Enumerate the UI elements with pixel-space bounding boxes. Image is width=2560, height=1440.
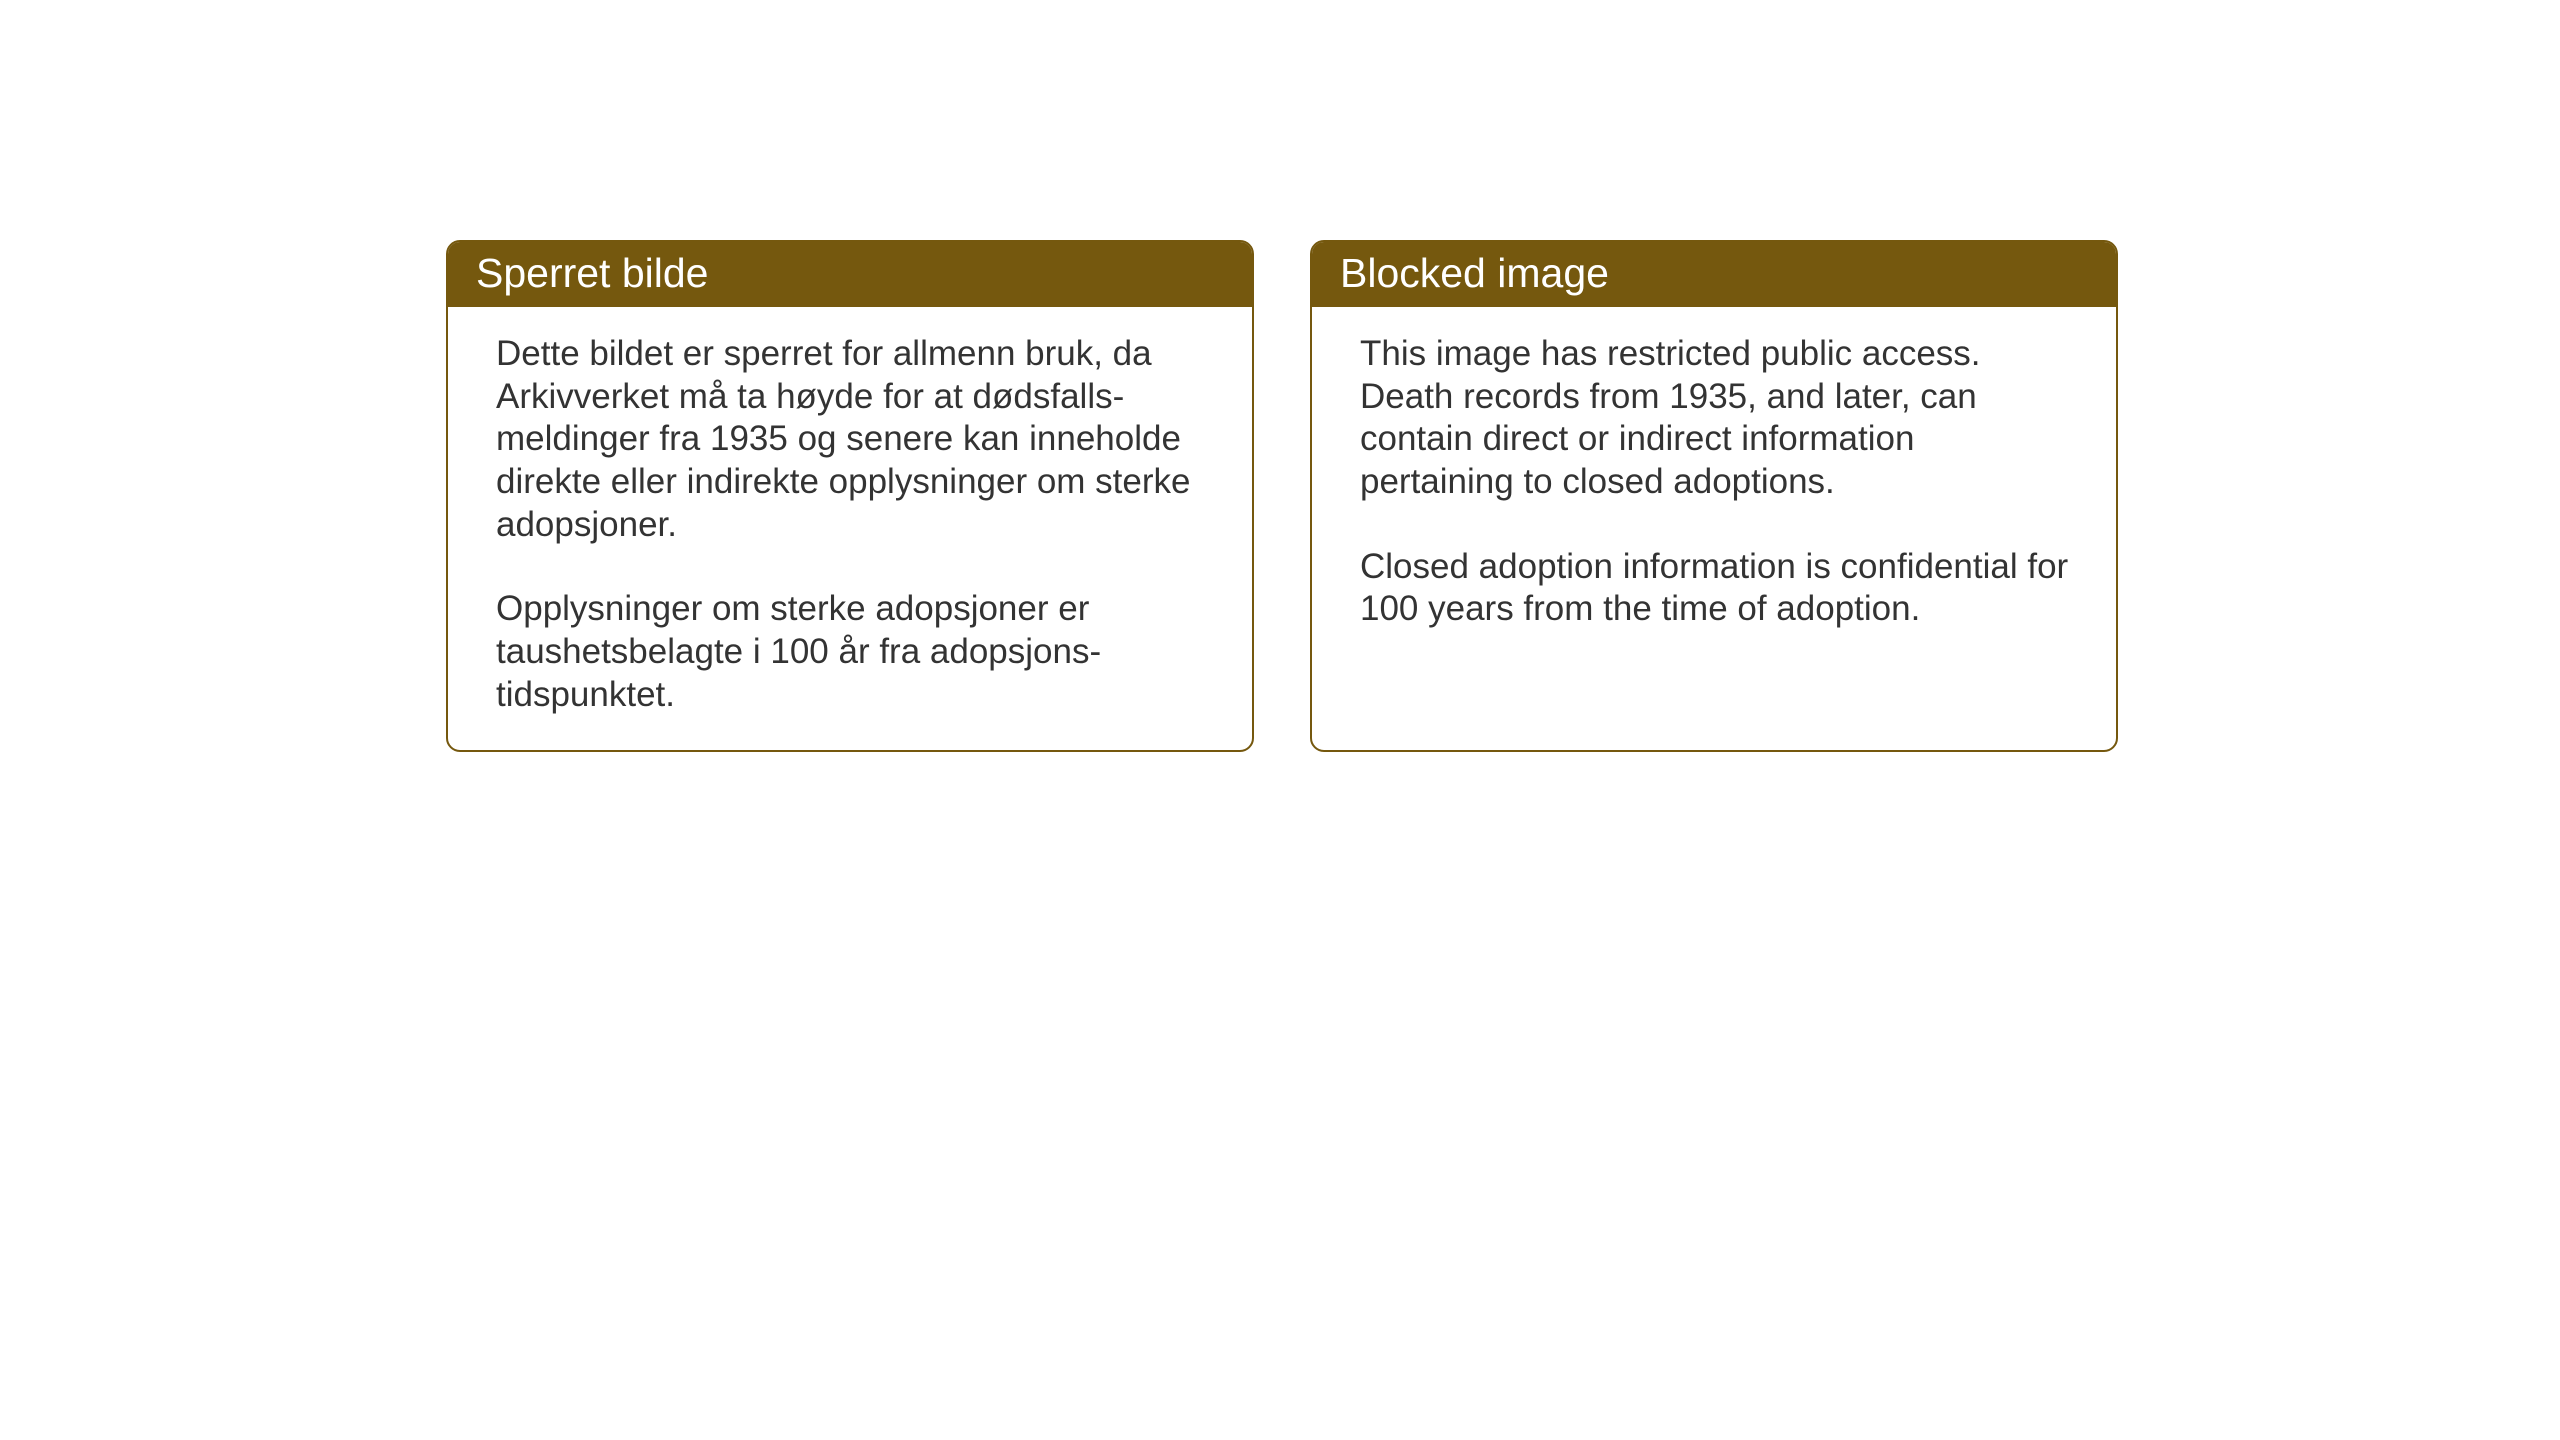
- cards-container: Sperret bilde Dette bildet er sperret fo…: [446, 240, 2118, 752]
- card-english-body: This image has restricted public access.…: [1312, 307, 2116, 667]
- card-norwegian: Sperret bilde Dette bildet er sperret fo…: [446, 240, 1254, 752]
- card-english: Blocked image This image has restricted …: [1310, 240, 2118, 752]
- card-english-header: Blocked image: [1312, 242, 2116, 307]
- card-norwegian-body: Dette bildet er sperret for allmenn bruk…: [448, 307, 1252, 752]
- card-norwegian-paragraph-2: Opplysninger om sterke adopsjoner er tau…: [496, 588, 1208, 716]
- card-norwegian-paragraph-1: Dette bildet er sperret for allmenn bruk…: [496, 333, 1208, 546]
- card-norwegian-header: Sperret bilde: [448, 242, 1252, 307]
- card-english-paragraph-2: Closed adoption information is confident…: [1360, 546, 2072, 631]
- card-english-paragraph-1: This image has restricted public access.…: [1360, 333, 2072, 504]
